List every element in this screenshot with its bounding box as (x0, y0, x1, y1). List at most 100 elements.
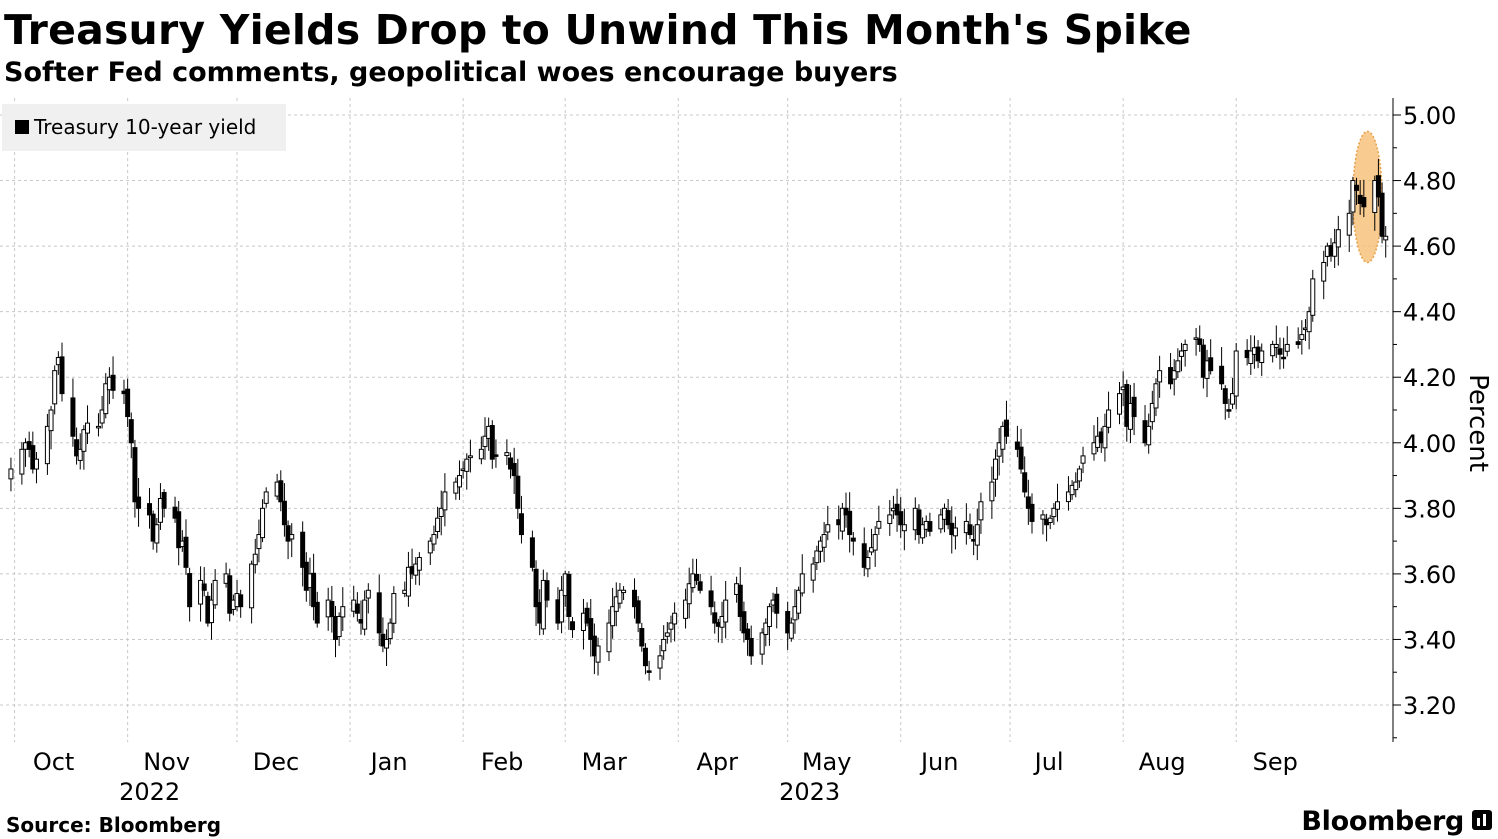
candle (642, 643, 648, 675)
candle (938, 508, 944, 534)
candle (664, 621, 670, 644)
candle-body (183, 536, 189, 568)
candle-body (157, 498, 163, 523)
candle-body (606, 622, 612, 653)
x-month-label: Nov (143, 748, 190, 776)
candle-body (227, 575, 233, 614)
candle-body (518, 513, 524, 536)
candle (1022, 456, 1028, 498)
candle-body (77, 448, 83, 461)
candle-body (391, 593, 397, 624)
candle-body (570, 621, 576, 631)
candle-body (59, 356, 65, 395)
candle-body (176, 511, 182, 549)
candle-body (635, 600, 641, 624)
candle (1047, 514, 1053, 530)
candle (821, 522, 827, 563)
x-month-label: Oct (33, 748, 75, 776)
candle-body (566, 573, 572, 618)
candle-body (95, 425, 101, 429)
candle (1281, 337, 1287, 369)
candle-body (1117, 393, 1123, 415)
candle-body (632, 589, 638, 608)
candle-body (540, 579, 546, 630)
candle (1346, 199, 1352, 252)
candle (504, 439, 510, 466)
candle (1014, 425, 1020, 458)
candle-body (668, 622, 674, 630)
candle-body (1361, 197, 1367, 208)
candle (814, 545, 820, 571)
candle (850, 531, 856, 556)
candle (661, 625, 667, 660)
candle-body (1153, 383, 1159, 409)
candle (467, 439, 473, 473)
candle-body (1178, 350, 1184, 357)
x-year-label: 2022 (119, 778, 180, 800)
candle-body (198, 579, 204, 605)
candle-body (376, 592, 382, 634)
candle (1219, 347, 1225, 390)
candle (1335, 215, 1341, 266)
candle-body (467, 455, 473, 459)
candle-body (387, 622, 393, 640)
candle (1149, 390, 1155, 430)
candle-body (1354, 184, 1360, 191)
candle-body (442, 491, 448, 511)
candle (1055, 483, 1061, 522)
legend-box (2, 104, 286, 151)
candle-body (435, 517, 441, 533)
candle-body (1076, 468, 1082, 482)
candle-body (1073, 481, 1079, 491)
candle (85, 405, 91, 445)
candle-body (544, 580, 550, 601)
candle (1146, 413, 1152, 454)
candle-body (147, 503, 153, 516)
candle-body (154, 524, 160, 544)
candle (19, 442, 25, 485)
candle-body (1379, 192, 1385, 237)
y-tick-label: 4.40 (1403, 299, 1456, 327)
candle (632, 578, 638, 619)
candle-body (1018, 446, 1024, 470)
candle (1106, 391, 1112, 434)
candle-body (504, 452, 510, 457)
candle (387, 618, 393, 645)
candle-body (1284, 343, 1290, 352)
candle (384, 629, 390, 666)
candle (44, 413, 50, 475)
candle (872, 526, 878, 567)
candle-body (967, 524, 973, 536)
candle-body (161, 492, 167, 509)
candle-body (1375, 175, 1381, 198)
candle (249, 560, 255, 624)
x-month-label: Apr (697, 748, 739, 776)
chart-title: Treasury Yields Drop to Unwind This Mont… (4, 6, 1192, 54)
candle-body (110, 374, 116, 391)
candle (1273, 325, 1279, 358)
candle-body (821, 534, 827, 548)
candle-body (712, 612, 718, 624)
candle (989, 466, 995, 519)
candle-body (584, 607, 590, 624)
candle (810, 557, 816, 593)
candle-body (212, 579, 218, 606)
candle-body (99, 409, 105, 424)
candle-body (1226, 409, 1232, 412)
candle-body (1106, 409, 1112, 428)
candle (712, 601, 718, 634)
candle (1259, 343, 1265, 376)
candle-body (1040, 514, 1046, 520)
candle-body (340, 606, 346, 618)
candle (1000, 421, 1006, 463)
candle-body (901, 524, 907, 532)
candle (125, 378, 131, 428)
candle-body (559, 589, 565, 623)
gridlines (0, 98, 1393, 742)
candle-body (405, 566, 411, 597)
candle (1073, 472, 1079, 498)
candle-body (723, 599, 729, 623)
x-month-label: Jan (369, 748, 408, 776)
y-axis-title: Percent (1463, 374, 1493, 472)
candle (1051, 503, 1057, 525)
